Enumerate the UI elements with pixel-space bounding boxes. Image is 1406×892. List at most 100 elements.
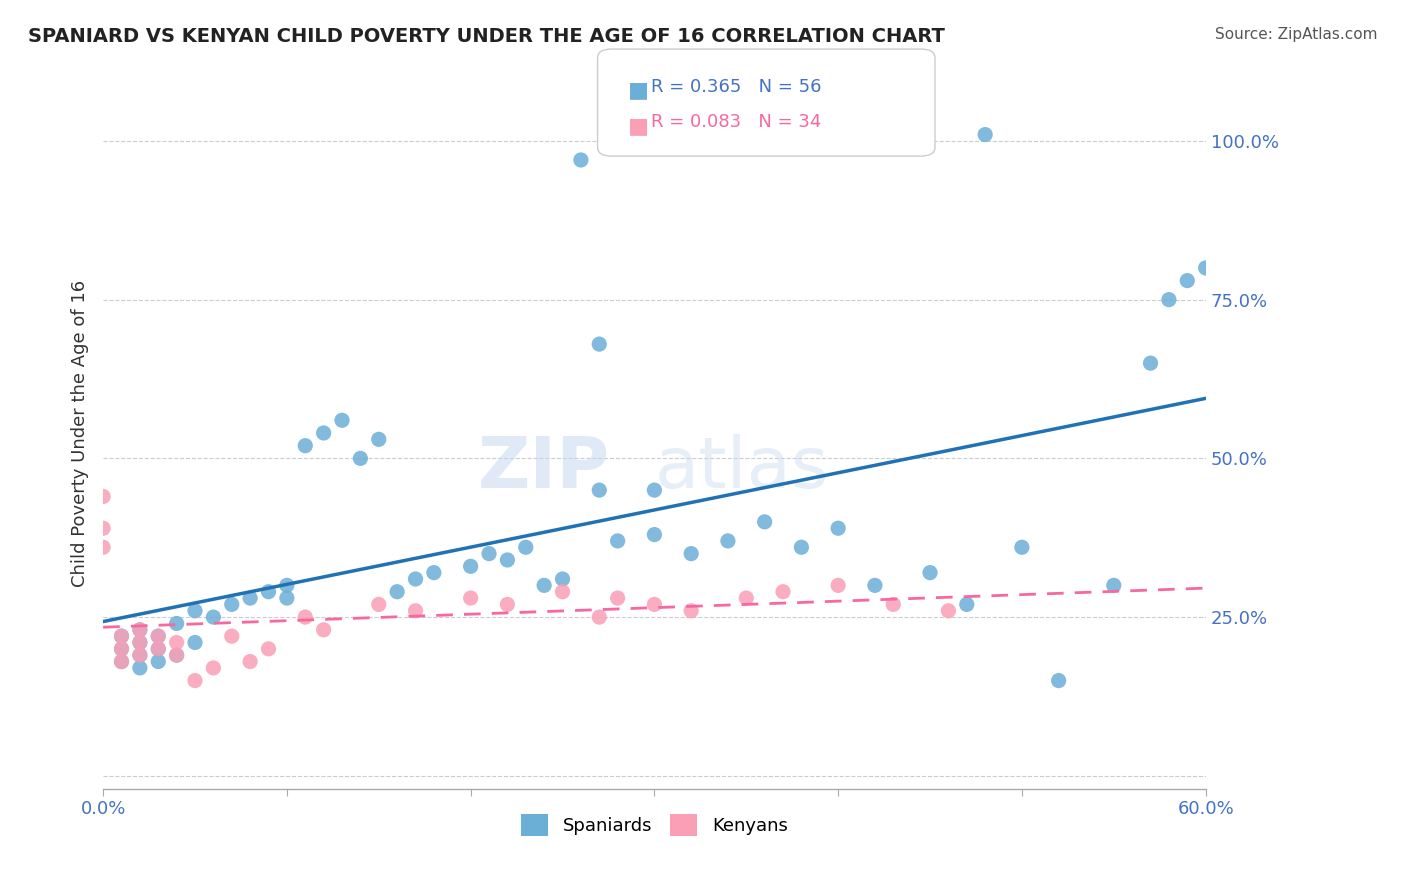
Point	[128, 623, 150, 637]
Text: R = 0.365   N = 56: R = 0.365 N = 56	[651, 78, 821, 95]
Point	[312, 623, 335, 637]
Point	[460, 591, 482, 605]
Point	[735, 591, 758, 605]
Point	[918, 566, 941, 580]
Point	[385, 584, 408, 599]
Text: R = 0.083   N = 34: R = 0.083 N = 34	[651, 113, 821, 131]
Point	[515, 541, 537, 555]
Point	[110, 641, 132, 656]
Point	[681, 547, 703, 561]
Point	[643, 598, 665, 612]
Point	[717, 533, 740, 548]
Point	[423, 566, 446, 580]
Point	[533, 578, 555, 592]
Point	[91, 490, 114, 504]
Point	[294, 610, 316, 624]
Point	[1157, 293, 1180, 307]
Point	[460, 559, 482, 574]
Point	[1195, 260, 1218, 275]
Point	[184, 604, 207, 618]
Point	[110, 655, 132, 669]
Point	[91, 541, 114, 555]
Legend: Spaniards, Kenyans: Spaniards, Kenyans	[515, 807, 794, 844]
Point	[882, 598, 904, 612]
Point	[827, 521, 849, 535]
Point	[166, 635, 188, 649]
Point	[349, 451, 371, 466]
Point	[148, 629, 170, 643]
Text: Source: ZipAtlas.com: Source: ZipAtlas.com	[1215, 27, 1378, 42]
Point	[148, 655, 170, 669]
Point	[1102, 578, 1125, 592]
Point	[128, 635, 150, 649]
Point	[148, 641, 170, 656]
Point	[128, 661, 150, 675]
Point	[91, 521, 114, 535]
Point	[643, 527, 665, 541]
Point	[754, 515, 776, 529]
Point	[827, 578, 849, 592]
Point	[772, 584, 794, 599]
Point	[569, 153, 592, 167]
Point	[405, 604, 427, 618]
Point	[110, 655, 132, 669]
Point	[974, 128, 997, 142]
Point	[1175, 274, 1198, 288]
Point	[148, 629, 170, 643]
Point	[496, 598, 519, 612]
Point	[588, 337, 610, 351]
Point	[184, 635, 207, 649]
Point	[202, 661, 225, 675]
Point	[938, 604, 960, 618]
Point	[330, 413, 353, 427]
Point	[128, 623, 150, 637]
Point	[148, 641, 170, 656]
Point	[184, 673, 207, 688]
Point	[257, 641, 280, 656]
Point	[551, 584, 574, 599]
Y-axis label: Child Poverty Under the Age of 16: Child Poverty Under the Age of 16	[72, 279, 89, 587]
Point	[588, 610, 610, 624]
Point	[606, 591, 628, 605]
Point	[166, 648, 188, 663]
Point	[110, 629, 132, 643]
Point	[1139, 356, 1161, 370]
Point	[202, 610, 225, 624]
Point	[681, 604, 703, 618]
Point	[221, 598, 243, 612]
Point	[166, 616, 188, 631]
Point	[128, 635, 150, 649]
Point	[166, 648, 188, 663]
Point	[239, 591, 262, 605]
Text: ■: ■	[628, 116, 650, 136]
Text: ZIP: ZIP	[478, 434, 610, 503]
Point	[496, 553, 519, 567]
Text: SPANIARD VS KENYAN CHILD POVERTY UNDER THE AGE OF 16 CORRELATION CHART: SPANIARD VS KENYAN CHILD POVERTY UNDER T…	[28, 27, 945, 45]
Point	[221, 629, 243, 643]
Point	[128, 648, 150, 663]
Text: atlas: atlas	[654, 434, 828, 503]
Point	[110, 629, 132, 643]
Point	[1011, 541, 1033, 555]
Point	[276, 578, 298, 592]
Point	[276, 591, 298, 605]
Point	[257, 584, 280, 599]
Text: ■: ■	[628, 80, 650, 100]
Point	[110, 641, 132, 656]
Point	[405, 572, 427, 586]
Point	[478, 547, 501, 561]
Point	[863, 578, 886, 592]
Point	[312, 425, 335, 440]
Point	[790, 541, 813, 555]
Point	[551, 572, 574, 586]
Point	[1047, 673, 1070, 688]
Point	[367, 433, 389, 447]
Point	[956, 598, 979, 612]
Point	[588, 483, 610, 497]
Point	[606, 533, 628, 548]
Point	[643, 483, 665, 497]
Point	[367, 598, 389, 612]
Point	[128, 648, 150, 663]
Point	[239, 655, 262, 669]
Point	[294, 439, 316, 453]
